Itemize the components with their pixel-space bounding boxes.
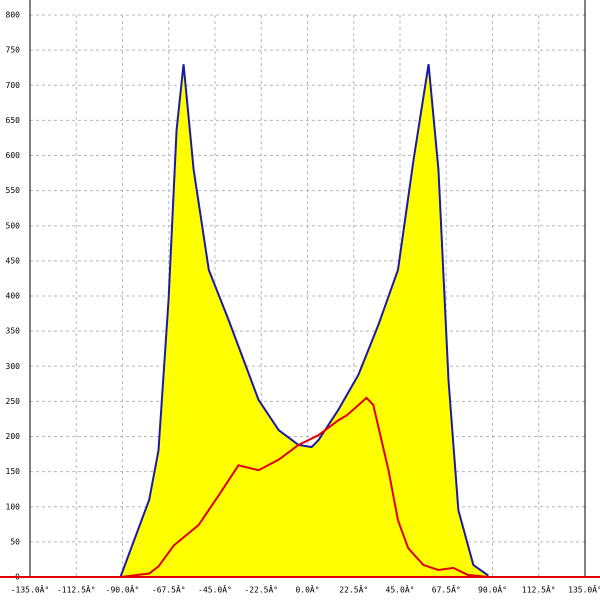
x-tick-label: 112.5Â° (522, 584, 556, 595)
x-tick-label: -112.5Â° (57, 584, 96, 595)
y-tick-label: 500 (6, 221, 21, 230)
x-tick-label: 45.0Â° (386, 584, 415, 595)
line (119, 64, 489, 578)
y-tick-label: 400 (6, 292, 21, 301)
x-tick-label: 135.0Â° (568, 584, 600, 595)
y-tick-label: 300 (6, 362, 21, 371)
line (120, 396, 489, 578)
y-tick-label: 200 (6, 432, 21, 441)
y-tick-label: 600 (6, 151, 21, 160)
y-tick-label: 150 (6, 467, 21, 476)
y-tick-label: 700 (6, 81, 21, 90)
y-tick-label: 750 (6, 46, 21, 55)
y-tick-label: 100 (6, 502, 21, 511)
y-tick-label: 800 (6, 11, 21, 20)
y-tick-label: 650 (6, 116, 21, 125)
x-tick-label: -45.0Â° (198, 584, 232, 595)
x-tick-label: -135.0Â° (11, 584, 50, 595)
y-tick-label: 250 (6, 397, 21, 406)
y-tick-label: 550 (6, 186, 21, 195)
y-tick-label: 50 (10, 537, 20, 546)
x-tick-label: -67.5Â° (152, 584, 186, 595)
y-tick-label: 450 (6, 256, 21, 265)
x-tick-label: -22.5Â° (244, 584, 278, 595)
x-tick-label: 22.5Â° (339, 584, 368, 595)
x-tick-label: -90.0Â° (106, 584, 140, 595)
x-tick-label: 67.5Â° (432, 584, 461, 595)
x-tick-label: 90.0Â° (478, 584, 507, 595)
area (120, 64, 489, 578)
x-tick-label: 0.0Â° (295, 584, 319, 595)
y-tick-label: 350 (6, 327, 21, 336)
